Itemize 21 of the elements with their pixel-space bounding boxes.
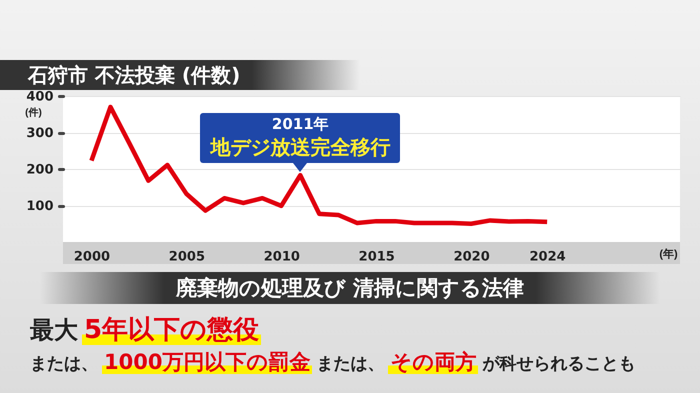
y-tick-label: 300 [26, 126, 54, 141]
line-series [89, 104, 550, 226]
y-tick-label: 100 [26, 199, 54, 214]
x-tick-label: 2010 [264, 250, 300, 264]
annotation: 地デジ放送完全移行 [210, 134, 390, 162]
text: が科せられることも [482, 354, 636, 374]
chart-title: 石狩市 不法投棄 (件数) [0, 60, 360, 90]
x-tick-label: 2015 [358, 250, 395, 264]
annotation: 2011年 [270, 115, 330, 134]
x-tick-label: 2020 [454, 250, 490, 264]
text: または、 [316, 354, 384, 374]
x-axis-title: (年) [659, 248, 678, 260]
y-axis-title: (件) [25, 106, 42, 118]
x-tick-label: 2005 [168, 250, 205, 264]
text: 廃棄物の処理及び 清掃に関する法律 [40, 272, 660, 304]
text: 最大 [30, 316, 78, 344]
x-tick-label: 2024 [530, 250, 566, 264]
y-tick-label: 200 [26, 162, 54, 178]
text: または、 [30, 354, 98, 374]
y-tick-label: 400 [26, 90, 54, 104]
x-tick-label: 2000 [74, 250, 110, 264]
